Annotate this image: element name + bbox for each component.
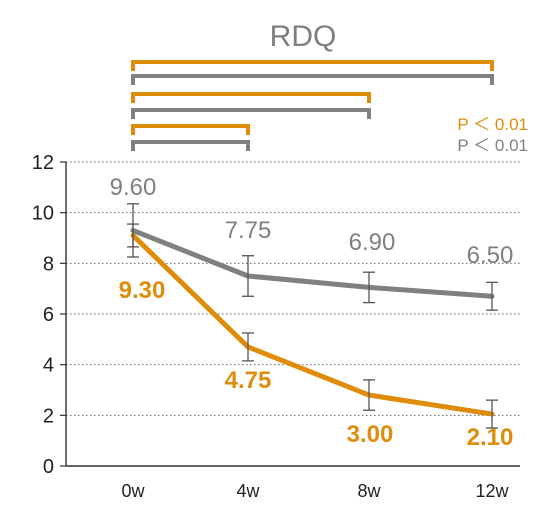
y-tick-label: 12	[32, 152, 54, 174]
y-tick-label: 8	[43, 253, 54, 275]
x-axis-ticks: 0w 4w 8w 12w	[121, 481, 509, 501]
significance-bracket	[131, 60, 494, 71]
error-bar	[486, 281, 498, 311]
x-tick-label: 12w	[475, 481, 509, 501]
error-bar	[242, 332, 254, 362]
x-tick-label: 8w	[357, 481, 381, 501]
x-tick-label: 0w	[121, 481, 145, 501]
data-label: 6.50	[467, 242, 514, 269]
p-value-label-orange: P ＜ 0.01	[457, 115, 528, 134]
chart-title: RDQ	[270, 20, 337, 53]
significance-bracket	[131, 124, 250, 135]
data-label: 6.90	[349, 229, 396, 256]
error-bar	[363, 271, 375, 304]
series-lines	[130, 227, 495, 417]
p-value-label-gray: P ＜ 0.01	[457, 136, 528, 155]
data-label: 4.75	[225, 367, 272, 394]
error-bar	[127, 223, 139, 248]
y-tick-label: 6	[43, 304, 54, 326]
y-tick-label: 0	[43, 456, 54, 478]
data-label: 3.00	[347, 421, 394, 448]
data-label: 9.60	[110, 174, 157, 201]
y-tick-label: 2	[43, 405, 54, 427]
significance-brackets	[131, 60, 494, 151]
error-bar	[486, 399, 498, 429]
series-line	[130, 227, 495, 299]
x-tick-label: 4w	[236, 481, 260, 501]
error-bar	[242, 255, 254, 297]
y-axis-ticks: 0 2 4 6 8 10 12	[32, 152, 66, 478]
data-label: 2.10	[467, 424, 514, 451]
significance-bracket	[131, 108, 371, 119]
data-label: 9.30	[119, 277, 166, 304]
y-tick-label: 4	[43, 355, 54, 377]
series-line	[130, 232, 495, 417]
significance-bracket	[131, 74, 494, 85]
y-tick-label: 10	[32, 203, 54, 225]
error-bars	[127, 203, 498, 429]
data-labels: 9.60 7.75 6.90 6.50 9.30 4.75 3.00 2.10	[110, 174, 514, 451]
significance-bracket	[131, 140, 250, 151]
significance-bracket	[131, 92, 371, 103]
error-bar	[363, 379, 375, 411]
data-label: 7.75	[225, 217, 272, 244]
